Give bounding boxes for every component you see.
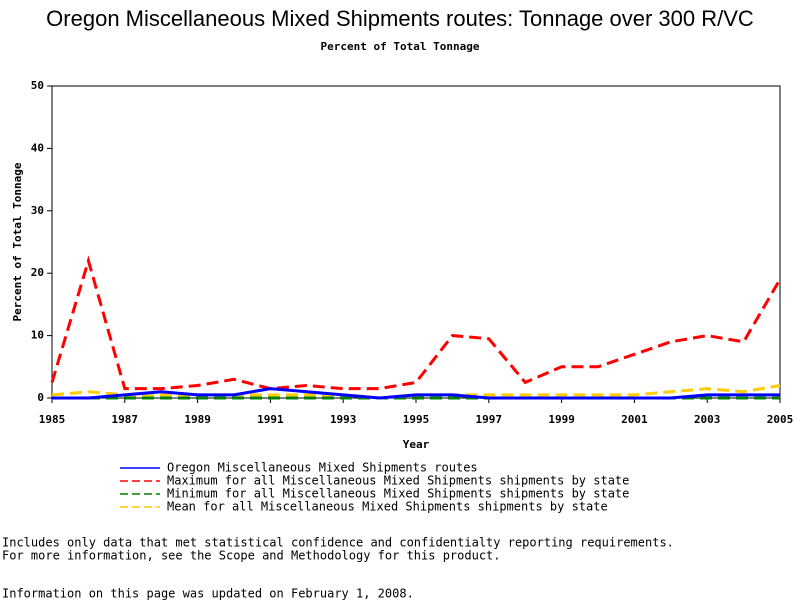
x-tick-label: 1993 — [330, 413, 357, 426]
x-tick-label: 1989 — [184, 413, 211, 426]
x-tick-label: 1987 — [112, 413, 139, 426]
x-axis-label: Year — [403, 438, 430, 451]
x-tick-label: 1985 — [39, 413, 66, 426]
footnote: Information on this page was updated on … — [2, 587, 414, 600]
y-tick-label: 0 — [37, 391, 44, 404]
x-tick-label: 1999 — [548, 413, 575, 426]
legend-label: Mean for all Miscellaneous Mixed Shipmen… — [167, 500, 608, 514]
x-tick-label: 1995 — [403, 413, 430, 426]
x-tick-label: 2005 — [767, 413, 794, 426]
plot-frame — [51, 85, 781, 399]
y-tick-label: 40 — [31, 141, 44, 154]
legend-label: Oregon Miscellaneous Mixed Shipments rou… — [167, 461, 478, 475]
series-line — [50, 255, 782, 391]
footnote: Includes only data that met statistical … — [2, 536, 674, 550]
y-tick-label: 30 — [31, 204, 44, 217]
series-line — [52, 387, 780, 400]
y-tick-label: 20 — [31, 266, 44, 279]
x-tick-label: 2003 — [694, 413, 721, 426]
chart-subtitle: Percent of Total Tonnage — [321, 40, 480, 53]
x-tick-label: 1997 — [476, 413, 503, 426]
y-tick-label: 10 — [31, 329, 44, 342]
chart-title: Oregon Miscellaneous Mixed Shipments rou… — [46, 6, 754, 31]
x-tick-label: 1991 — [257, 413, 284, 426]
y-axis-label: Percent of Total Tonnage — [11, 162, 24, 321]
y-tick-label: 50 — [31, 79, 44, 92]
footnote: For more information, see the Scope and … — [2, 549, 501, 563]
legend-label: Minimum for all Miscellaneous Mixed Ship… — [167, 487, 629, 501]
legend-label: Maximum for all Miscellaneous Mixed Ship… — [167, 474, 629, 488]
x-tick-label: 2001 — [621, 413, 648, 426]
